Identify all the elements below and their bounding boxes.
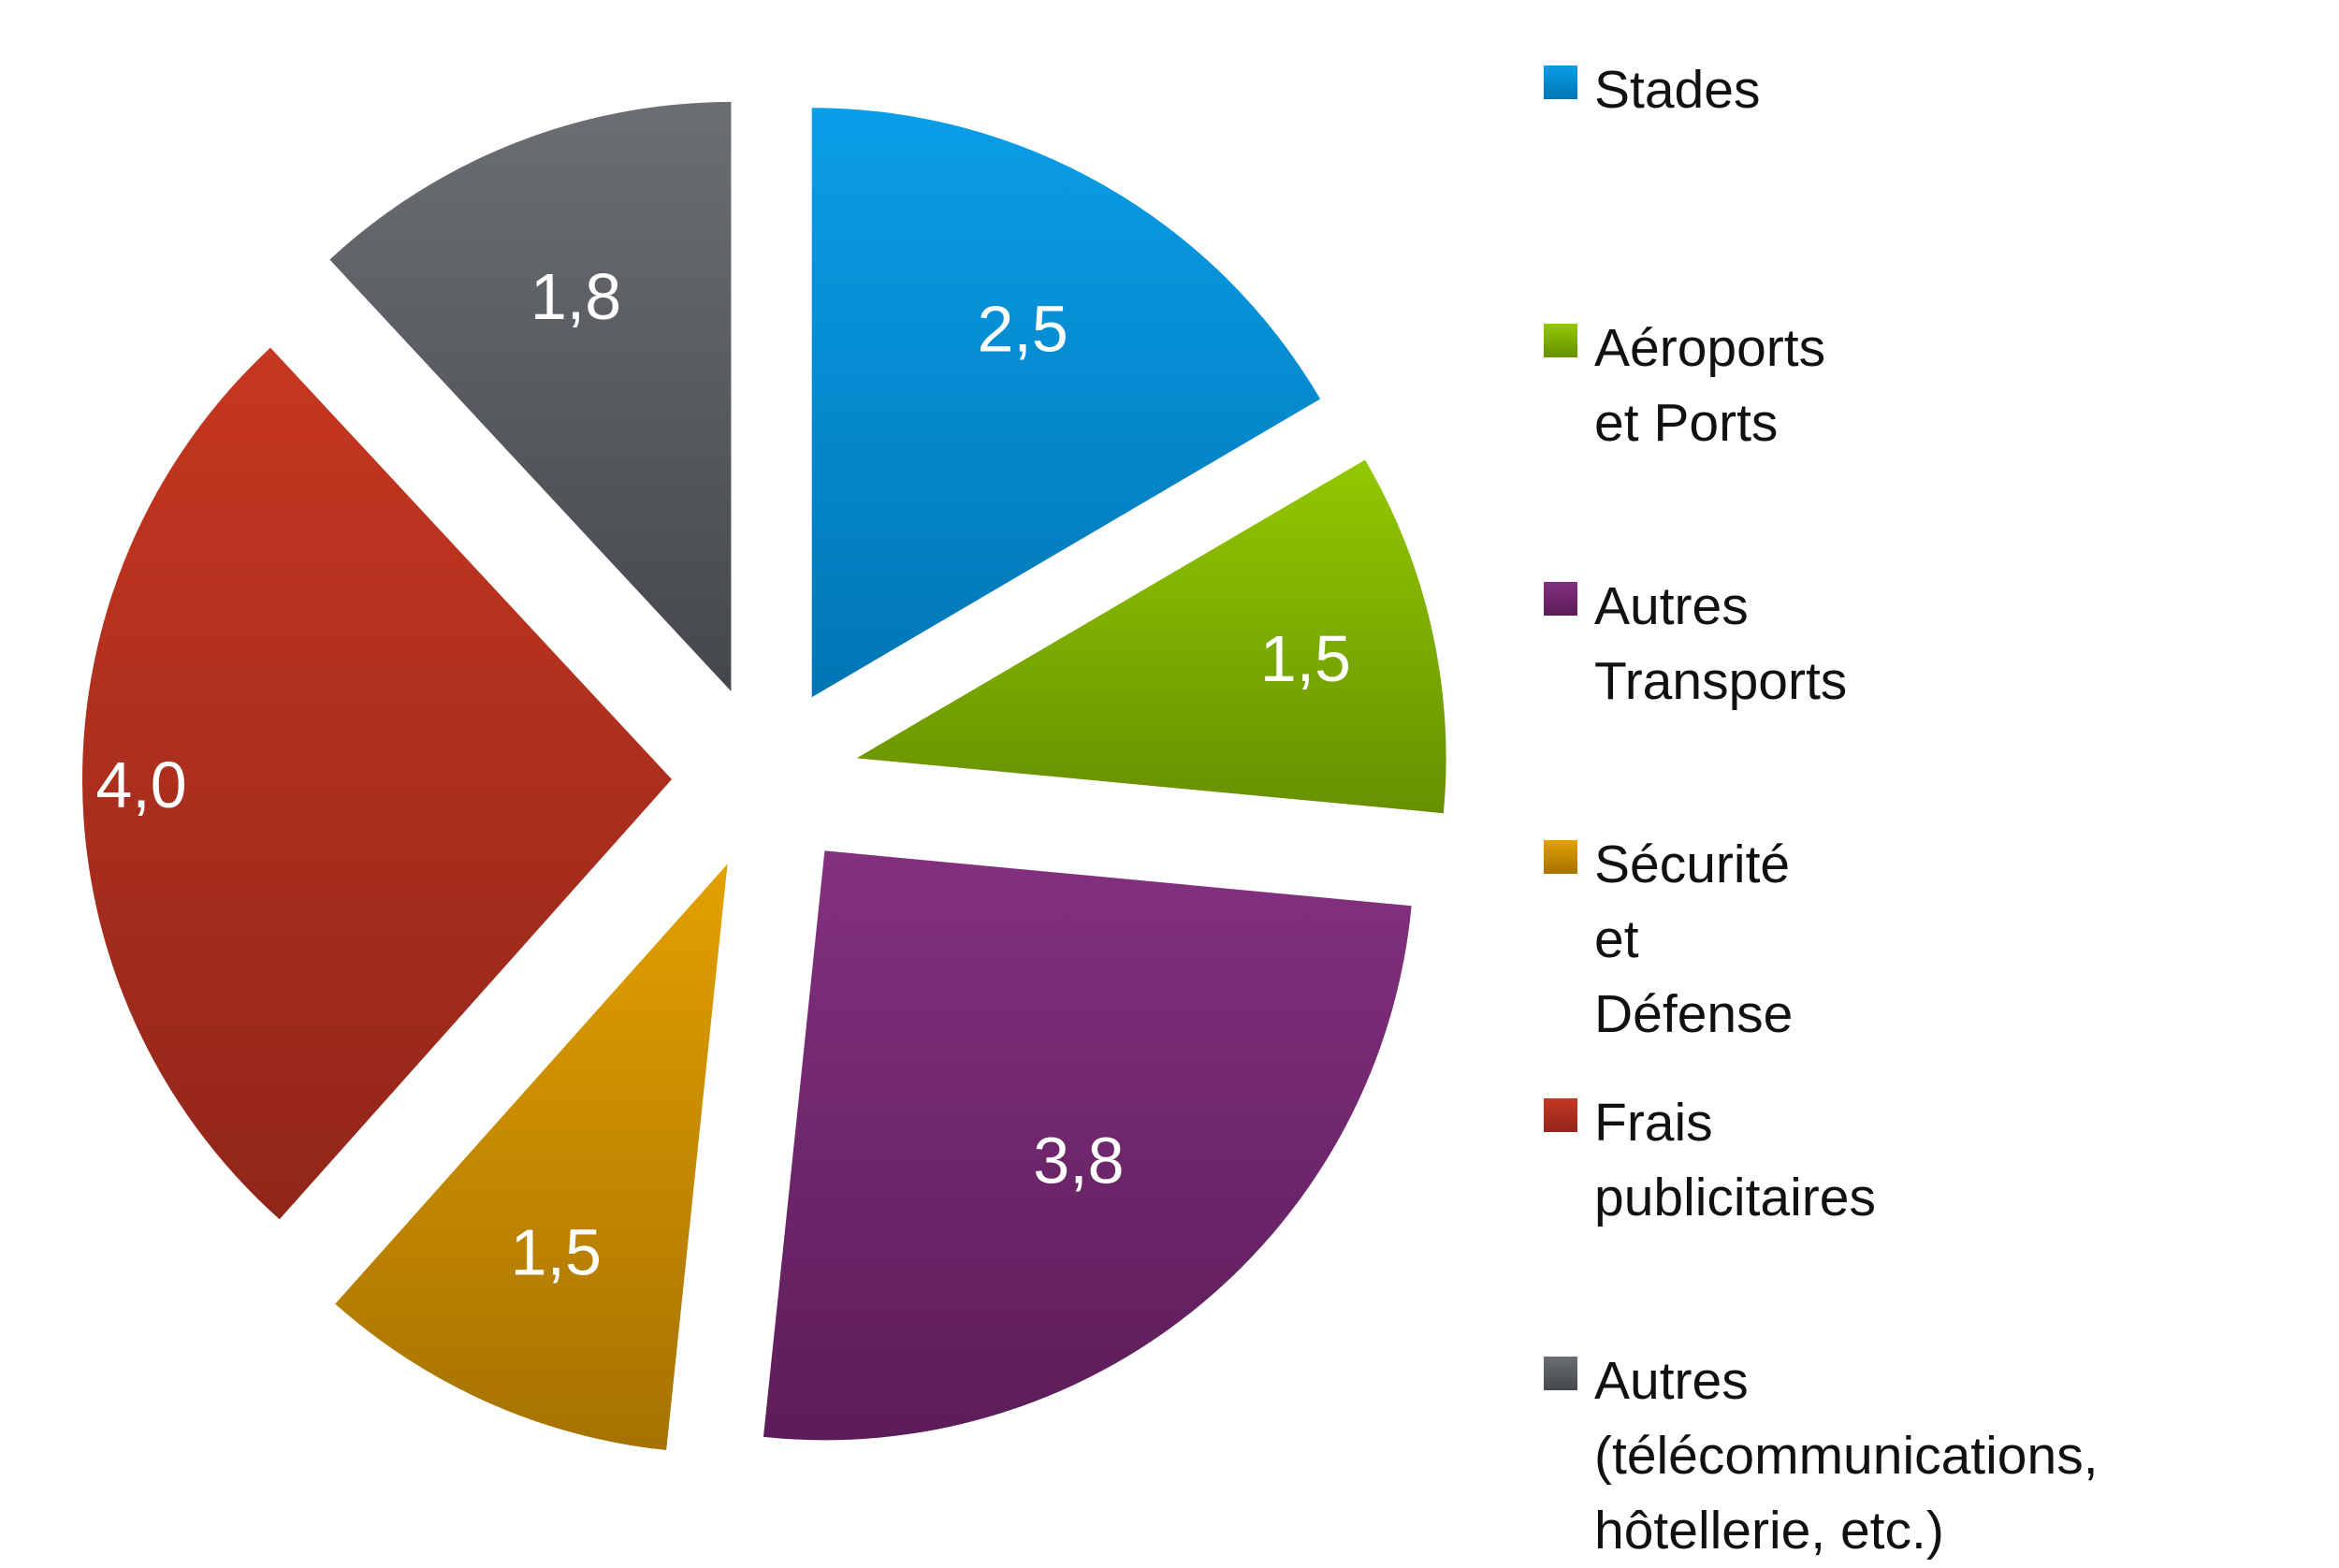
legend-item-aeroports: Aéroports et Ports (1544, 311, 1825, 460)
data-label: 3,8 (1033, 1125, 1124, 1198)
legend-label: Aéroports et Ports (1594, 318, 1826, 453)
legend-label: Autres (télécommunications, hôtellerie, … (1594, 1351, 2099, 1561)
pie-chart: 2,5 1,5 3,8 1,5 4,0 1,8 (82, 101, 1446, 1451)
data-label: 1,5 (1260, 622, 1351, 695)
pie-slice (329, 101, 732, 691)
pie-slice (811, 108, 1321, 698)
legend-label: Autres Transports (1594, 576, 1848, 711)
pie-slice (335, 864, 728, 1451)
legend-item-securite: Sécurité et Défense (1544, 827, 1793, 1052)
pie-slice (763, 850, 1412, 1441)
legend-swatch (1544, 1098, 1577, 1132)
legend-swatch (1544, 65, 1577, 99)
legend-swatch (1544, 324, 1577, 357)
legend-label: Frais publicitaires (1594, 1093, 1876, 1227)
legend-item-autres-transports: Autres Transports (1544, 569, 1847, 719)
data-label: 2,5 (977, 293, 1068, 366)
legend-label: Sécurité et Défense (1594, 835, 1794, 1044)
legend-label: Stades (1594, 60, 1761, 120)
legend-item-stades: Stades (1544, 52, 1760, 127)
legend-swatch (1544, 582, 1577, 616)
pie-slice (856, 459, 1446, 814)
legend-swatch (1544, 1357, 1577, 1390)
legend-swatch (1544, 840, 1577, 874)
data-label: 4,0 (95, 748, 186, 821)
data-label: 1,5 (511, 1215, 602, 1288)
data-label: 1,8 (530, 260, 621, 333)
pie-slice (82, 347, 673, 1220)
legend-item-frais-publicitaires: Frais publicitaires (1544, 1085, 1876, 1235)
legend-item-autres: Autres (télécommunications, hôtellerie, … (1544, 1343, 2099, 1568)
